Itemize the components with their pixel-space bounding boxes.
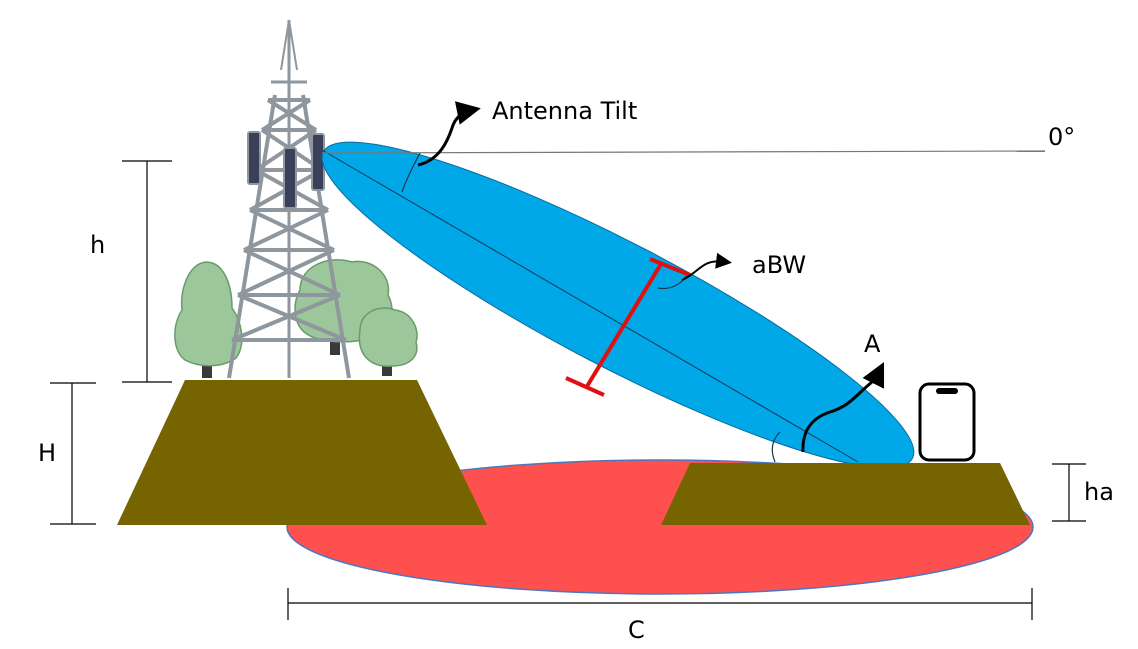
tilt-angle-arc xyxy=(401,152,421,193)
horizontal-reference-line xyxy=(321,150,1046,154)
dimension-H xyxy=(50,382,96,525)
beam-axis xyxy=(321,149,859,463)
abw-label: aBW xyxy=(752,251,806,279)
beamwidth-marker xyxy=(565,257,691,397)
user-hill xyxy=(661,463,1030,525)
tilt-arrow-icon xyxy=(417,101,481,167)
tree-icon xyxy=(358,307,418,376)
c-label: C xyxy=(628,616,645,644)
antenna-panels xyxy=(247,131,325,209)
dimension-ha xyxy=(1052,463,1086,522)
angle-a-label: A xyxy=(864,330,881,358)
H-label: H xyxy=(38,439,56,467)
dimension-h xyxy=(122,160,172,383)
ground-angle-arc xyxy=(771,431,781,463)
tower-hill xyxy=(117,380,487,525)
h-label: h xyxy=(90,231,105,259)
ha-label: ha xyxy=(1084,478,1114,506)
cell-tower-icon xyxy=(227,19,351,379)
dimension-c xyxy=(287,588,1033,620)
antenna-beam xyxy=(321,141,915,469)
abw-arrow-icon xyxy=(681,252,732,281)
angle-a-arrow-icon xyxy=(801,361,885,453)
antenna-tilt-label: Antenna Tilt xyxy=(492,97,637,125)
tree-icon xyxy=(174,261,243,378)
smartphone-icon xyxy=(918,382,976,462)
zero-degree-label: 0° xyxy=(1048,123,1075,151)
